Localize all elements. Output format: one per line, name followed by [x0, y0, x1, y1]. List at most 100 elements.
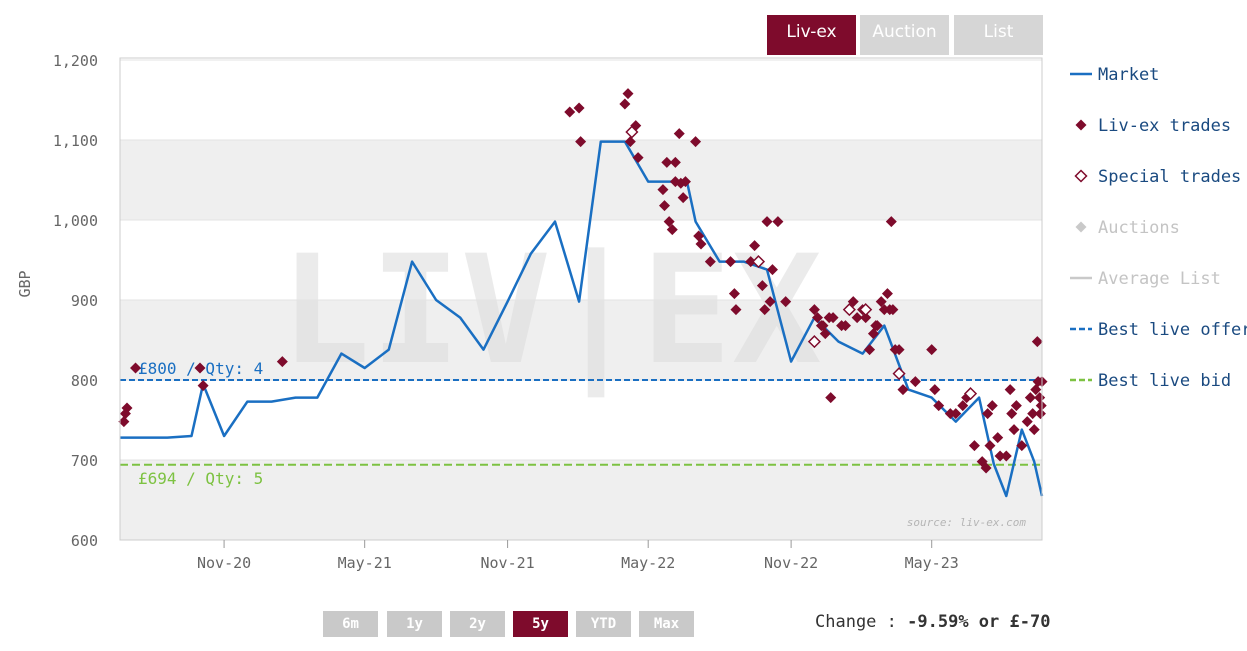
legend-label: Average List — [1098, 269, 1221, 289]
x-tick-label: Nov-21 — [481, 554, 535, 572]
trade-point — [119, 408, 131, 420]
range-max-button[interactable]: Max — [639, 611, 694, 637]
trade-point — [1030, 384, 1042, 396]
trade-point — [690, 136, 702, 148]
trade-point — [121, 402, 133, 414]
trade-point — [929, 384, 941, 396]
trade-point — [130, 362, 142, 374]
trade-point — [926, 344, 938, 356]
trade-point — [772, 216, 784, 228]
trade-point — [871, 320, 883, 332]
trade-point — [986, 400, 998, 412]
range-1y-button[interactable]: 1y — [387, 611, 442, 637]
special-trade-point — [625, 125, 639, 139]
trade-point — [968, 440, 980, 452]
range-2y-button[interactable]: 2y — [450, 611, 505, 637]
trade-point — [1000, 450, 1012, 462]
trade-point — [933, 400, 945, 412]
source-label: source: liv-ex.com — [907, 516, 1027, 529]
trade-point — [673, 128, 685, 140]
trade-point — [893, 344, 905, 356]
trade-point — [1027, 408, 1039, 420]
plot-band — [120, 460, 1042, 540]
trade-point — [881, 288, 893, 300]
tab-livex[interactable]: Liv-ex — [767, 15, 856, 55]
trade-point — [909, 376, 921, 388]
trade-point — [875, 296, 887, 308]
trade-point — [759, 304, 771, 316]
trade-point — [630, 120, 642, 132]
trade-point — [730, 304, 742, 316]
trade-point — [573, 102, 585, 114]
trade-point — [766, 264, 778, 276]
y-tick-label: 1,000 — [53, 212, 98, 230]
trade-point — [887, 304, 899, 316]
trade-point — [992, 432, 1004, 444]
legend-hollow-diamond-icon — [1074, 169, 1088, 183]
x-tick-label: Nov-20 — [197, 554, 251, 572]
legend-label: Best live offer — [1098, 320, 1247, 340]
trade-point — [1004, 384, 1016, 396]
trade-point — [749, 240, 761, 252]
legend-item-best-live-bid[interactable]: Best live bid — [1070, 371, 1231, 391]
change-summary: Change : -9.59% or £-70 — [815, 612, 1050, 632]
legend-label: Auctions — [1098, 218, 1180, 238]
price-chart: LIV|EX £800 / Qty: 4£694 / Qty: 5 600700… — [16, 52, 1247, 572]
legend-item-auctions[interactable]: Auctions — [1075, 218, 1180, 238]
legend-item-liv-ex-trades[interactable]: Liv-ex trades — [1075, 116, 1232, 136]
trade-point — [885, 216, 897, 228]
trade-point — [118, 416, 130, 428]
tab-auction[interactable]: Auction — [860, 15, 949, 55]
legend-label: Best live bid — [1098, 371, 1231, 391]
plot-band — [120, 140, 1042, 220]
range-6m-button[interactable]: 6m — [323, 611, 378, 637]
trade-point — [897, 384, 909, 396]
best-bid-label: £694 / Qty: 5 — [138, 469, 263, 488]
trade-point — [728, 288, 740, 300]
trade-point — [860, 312, 872, 324]
x-tick-label: May-22 — [621, 554, 675, 572]
special-trade-point — [963, 387, 978, 401]
trade-point — [839, 320, 851, 332]
tab-list[interactable]: List — [954, 15, 1043, 55]
trade-point — [657, 184, 669, 196]
y-tick-label: 600 — [71, 532, 98, 550]
range-ytd-button[interactable]: YTD — [576, 611, 631, 637]
trade-point — [663, 216, 675, 228]
trade-point — [950, 408, 962, 420]
trade-point — [659, 200, 671, 212]
trade-point — [564, 106, 576, 118]
trade-point — [622, 88, 634, 100]
special-trade-point — [859, 303, 873, 317]
y-axis-label: GBP — [16, 270, 34, 297]
legend-label: Market — [1098, 65, 1159, 85]
legend-item-best-live-offer[interactable]: Best live offer — [1070, 320, 1247, 340]
trade-point — [851, 312, 863, 324]
y-tick-label: 1,100 — [53, 132, 98, 150]
trade-point — [1031, 336, 1043, 348]
trade-point — [808, 304, 820, 316]
special-trade-point — [751, 255, 766, 269]
trade-point — [982, 408, 994, 420]
trade-point — [819, 328, 831, 340]
trade-point — [679, 176, 691, 188]
trade-point — [704, 256, 716, 268]
trade-point — [669, 156, 681, 168]
trade-point — [624, 136, 636, 148]
change-value: -9.59% or £-70 — [907, 612, 1051, 632]
x-tick-label: May-21 — [338, 554, 392, 572]
trade-point — [957, 400, 969, 412]
y-tick-label: 1,200 — [53, 52, 98, 70]
range-5y-button[interactable]: 5y — [513, 611, 568, 637]
legend-item-market[interactable]: Market — [1070, 65, 1159, 85]
x-tick-label: Nov-22 — [764, 554, 818, 572]
x-tick-label: May-23 — [905, 554, 959, 572]
y-tick-label: 800 — [71, 372, 98, 390]
trade-point — [1024, 392, 1036, 404]
trade-point — [1035, 400, 1047, 412]
trade-point — [827, 312, 839, 324]
trade-point — [197, 380, 209, 392]
legend-item-special-trades[interactable]: Special trades — [1074, 167, 1242, 187]
legend-item-average-list[interactable]: Average List — [1070, 269, 1221, 289]
trade-point — [812, 312, 824, 324]
